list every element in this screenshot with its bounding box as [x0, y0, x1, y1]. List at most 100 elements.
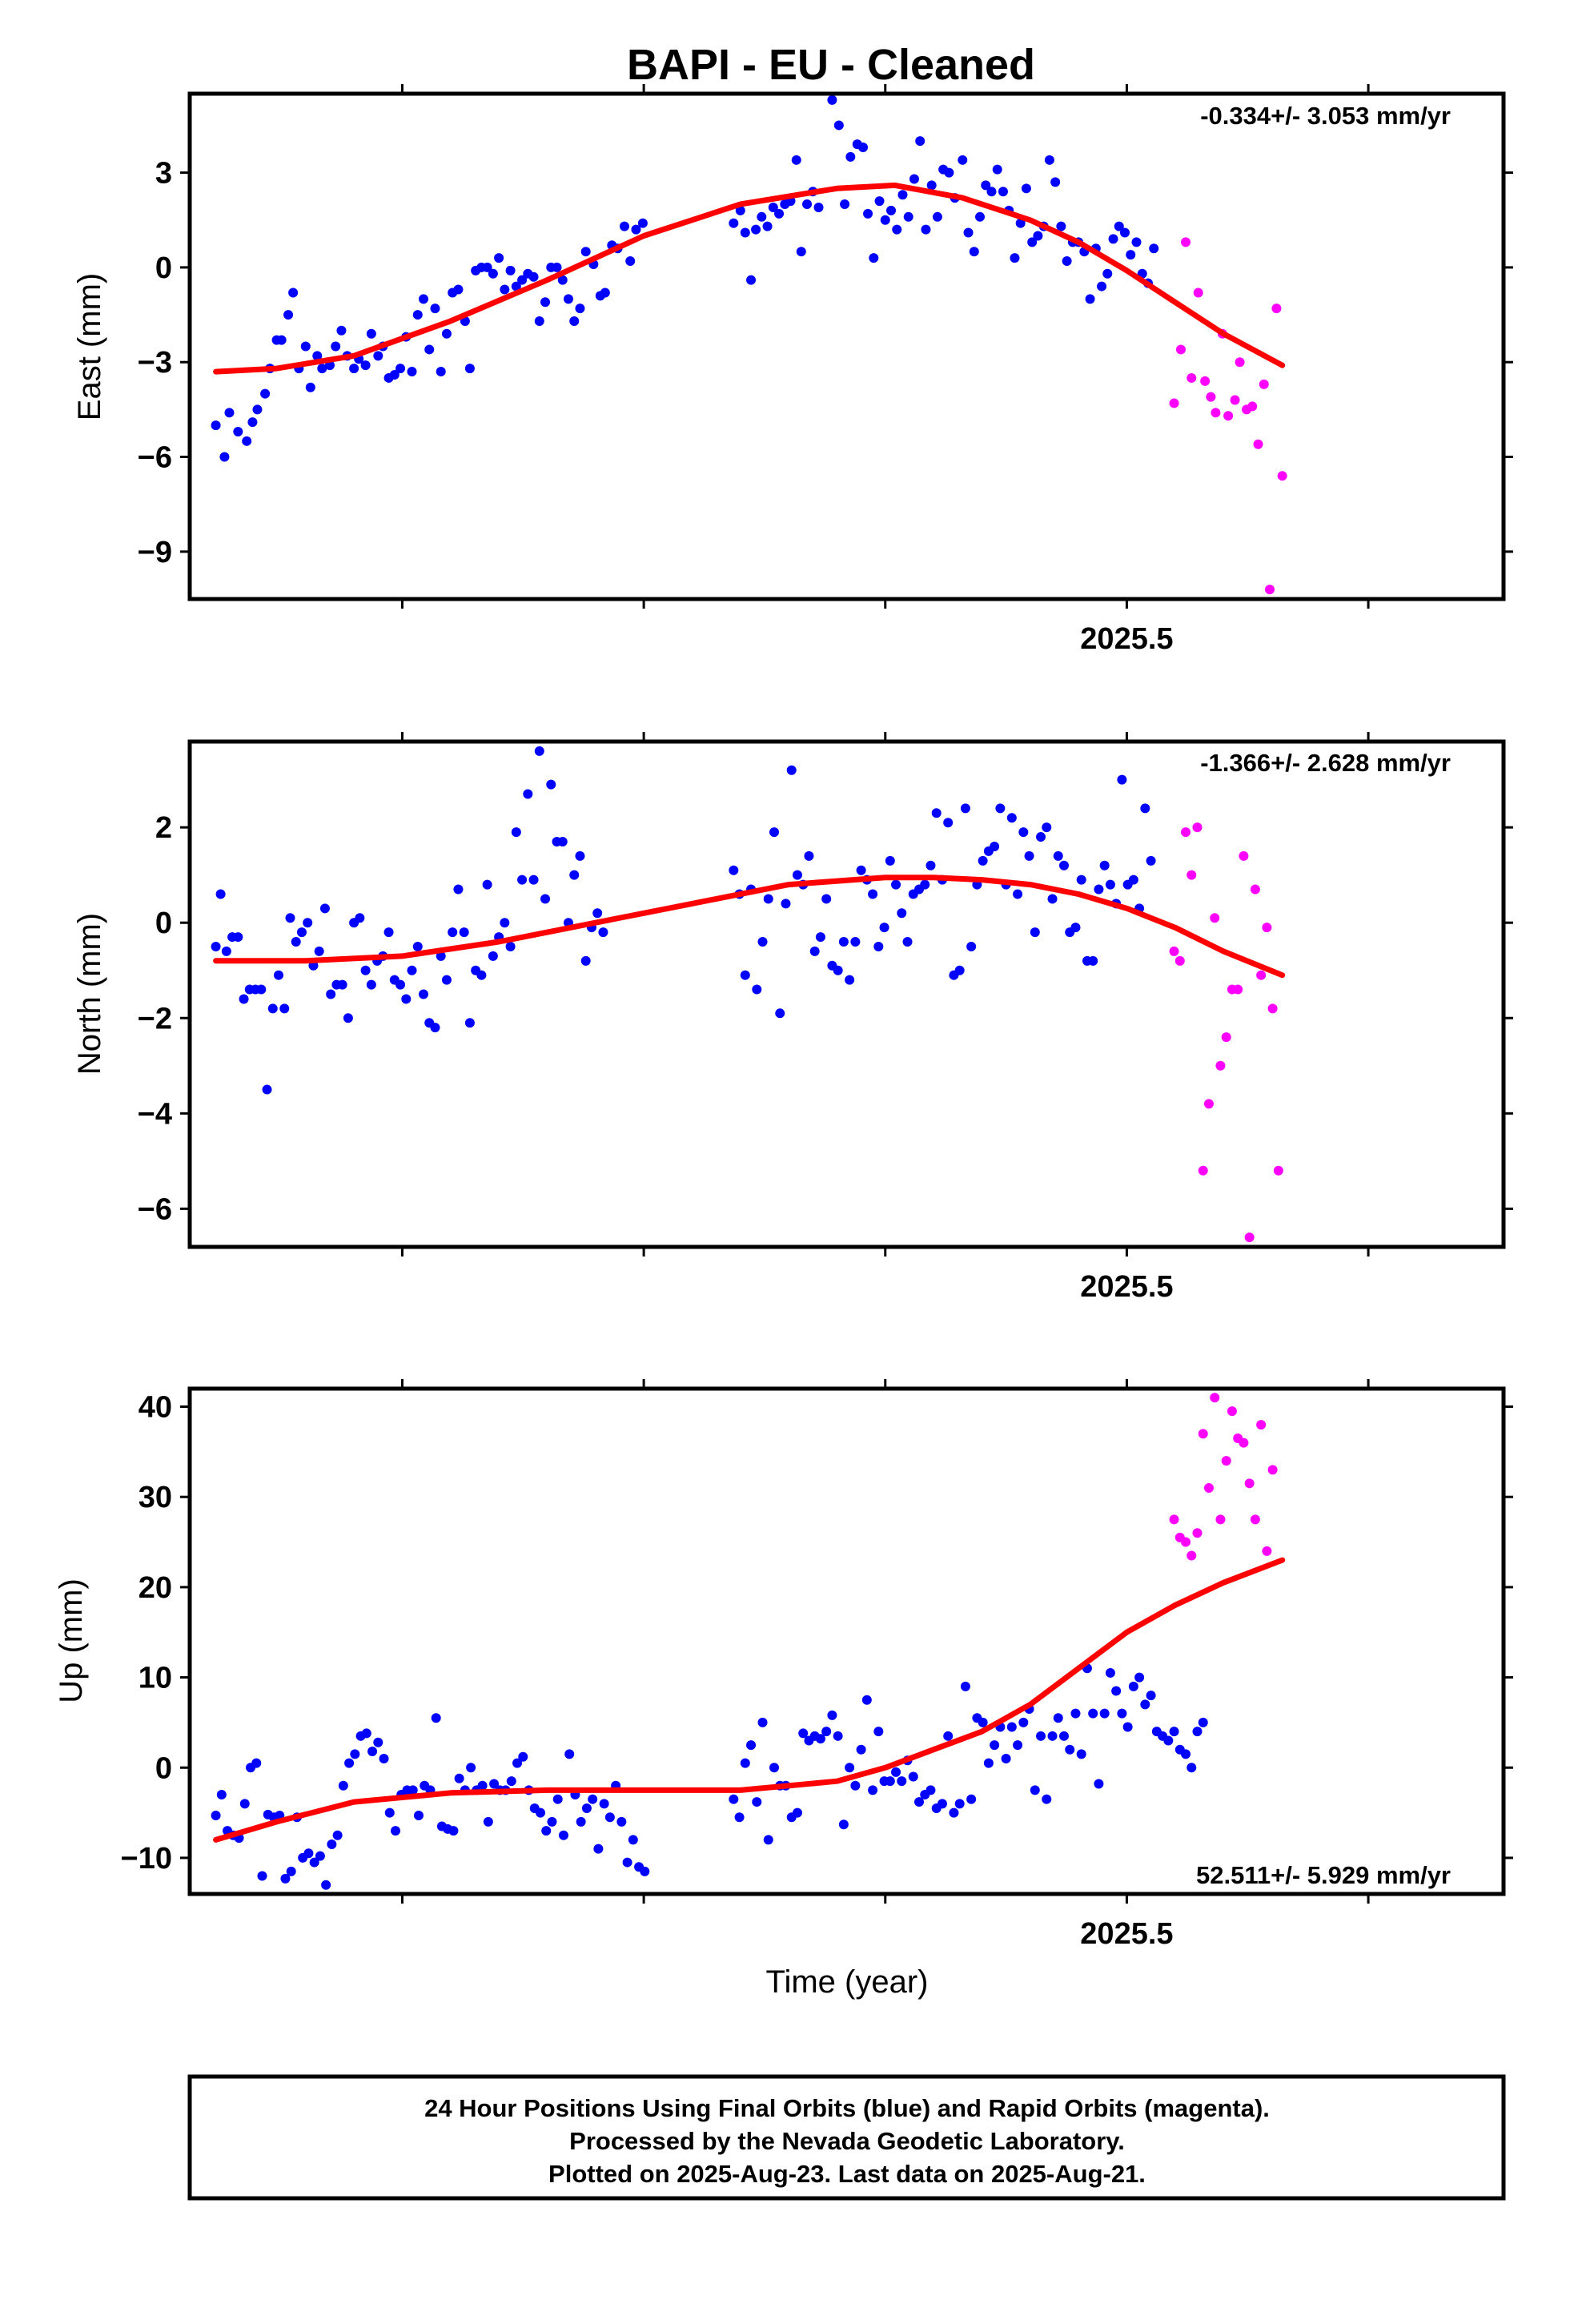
east-final-point: [482, 262, 492, 272]
up-final-point: [1001, 1753, 1011, 1763]
east-final-point: [958, 155, 968, 165]
north-final-point: [383, 927, 394, 938]
up-ytick-label: 20: [139, 1571, 172, 1605]
north-final-point: [850, 937, 861, 947]
east-final-point: [494, 253, 504, 263]
east-final-point: [552, 262, 562, 272]
north-final-point: [1088, 955, 1098, 966]
east-final-point: [211, 420, 221, 431]
north-plot-frame: [187, 739, 1506, 1249]
north-final-point: [500, 918, 510, 928]
north-final-point: [557, 837, 568, 847]
north-ytick-label: 2: [155, 811, 172, 845]
east-final-point: [998, 187, 1008, 197]
up-model-curve: [213, 1557, 1286, 1843]
up-final-point: [1169, 1727, 1179, 1737]
east-final-point: [575, 304, 585, 314]
up-final-point: [541, 1826, 552, 1836]
east-final-point: [840, 199, 850, 210]
up-final-point: [978, 1717, 988, 1727]
up-final-point: [477, 1780, 488, 1791]
north-data-layer: [211, 746, 1286, 1243]
north-final-point: [920, 879, 930, 890]
east-final-point: [827, 94, 837, 105]
east-final-point: [464, 364, 475, 374]
north-final-point: [1105, 879, 1115, 890]
east-plot-frame: [187, 91, 1506, 601]
east-final-point: [1010, 253, 1020, 263]
up-final-point: [1070, 1708, 1081, 1719]
east-final-point: [762, 221, 773, 231]
north-rapid-point: [1256, 970, 1267, 980]
east-rapid-point: [1206, 392, 1216, 402]
up-final-point: [1128, 1681, 1138, 1691]
east-final-point: [224, 408, 235, 418]
east-final-point: [740, 227, 750, 238]
up-final-point: [588, 1794, 598, 1804]
up-final-point: [251, 1758, 262, 1768]
north-final-point: [740, 970, 750, 980]
north-final-point: [511, 827, 521, 838]
up-final-point: [1088, 1708, 1098, 1719]
east-final-point: [992, 164, 1002, 175]
north-final-point: [319, 903, 330, 914]
up-final-point: [558, 1830, 568, 1840]
east-final-point: [233, 426, 243, 436]
north-final-point: [792, 870, 802, 880]
up-final-point: [757, 1717, 768, 1727]
north-rapid-point: [1169, 946, 1179, 956]
north-final-point: [833, 965, 843, 975]
up-final-point: [564, 1749, 575, 1759]
north-model-curve: [213, 875, 1286, 979]
east-final-point: [419, 294, 429, 304]
east-final-point: [932, 211, 942, 222]
up-final-point: [729, 1794, 739, 1804]
up-final-point: [1006, 1722, 1017, 1732]
north-final-point: [366, 979, 376, 990]
east-final-point: [975, 211, 986, 222]
up-final-point: [640, 1866, 650, 1876]
east-final-point: [1027, 237, 1038, 247]
north-final-point: [262, 1084, 272, 1095]
north-final-point: [838, 937, 849, 947]
east-final-point: [833, 120, 844, 131]
east-final-point: [969, 247, 979, 257]
east-final-point: [897, 190, 908, 200]
east-final-point: [360, 360, 371, 371]
east-final-point: [407, 367, 417, 377]
up-final-point: [990, 1740, 1000, 1751]
north-xtick-label: 2025.5: [1080, 1270, 1173, 1304]
up-final-point: [1047, 1731, 1058, 1741]
up-final-point: [1146, 1691, 1156, 1701]
up-rapid-point: [1221, 1456, 1231, 1466]
east-final-point: [412, 310, 423, 320]
up-rapid-point: [1256, 1420, 1267, 1430]
north-rapid-point: [1221, 1032, 1231, 1043]
east-final-point: [735, 205, 745, 215]
up-final-point: [309, 1857, 319, 1868]
north-final-point: [1053, 850, 1063, 861]
up-final-point: [536, 1807, 546, 1818]
up-final-point: [949, 1807, 959, 1818]
up-final-point: [454, 1773, 464, 1783]
east-final-point: [1108, 234, 1118, 244]
east-final-point: [768, 202, 778, 212]
east-final-point: [757, 211, 767, 222]
up-plot-frame: [187, 1386, 1506, 1896]
up-rapid-point: [1244, 1478, 1255, 1489]
east-rapid-point: [1211, 408, 1221, 418]
east-ytick-label: −3: [138, 346, 172, 380]
north-final-point: [1018, 827, 1029, 838]
east-panel: East (mm) -0.334+/- 3.053 mm/yr −9 −6 −3 0 3…: [72, 84, 1513, 656]
up-final-point: [239, 1799, 250, 1809]
up-final-point: [1140, 1699, 1150, 1710]
up-final-point: [280, 1873, 291, 1884]
up-final-point: [966, 1794, 977, 1804]
north-final-point: [931, 808, 942, 818]
up-rapid-point: [1239, 1437, 1249, 1448]
up-rapid-point: [1262, 1546, 1272, 1556]
north-final-point: [355, 913, 365, 923]
up-plot-content: [211, 1393, 1286, 1890]
up-final-point: [885, 1776, 895, 1787]
